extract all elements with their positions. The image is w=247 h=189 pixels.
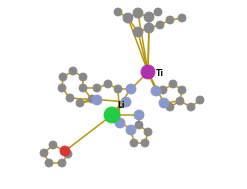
Circle shape — [121, 97, 131, 107]
Circle shape — [166, 103, 174, 111]
Circle shape — [141, 139, 149, 147]
Circle shape — [93, 84, 101, 92]
Circle shape — [126, 84, 136, 94]
Circle shape — [45, 159, 53, 167]
Text: Li: Li — [117, 101, 124, 109]
Circle shape — [159, 98, 169, 108]
Circle shape — [64, 150, 72, 158]
Circle shape — [126, 125, 136, 135]
Circle shape — [144, 128, 152, 136]
Circle shape — [60, 146, 70, 156]
Circle shape — [58, 84, 66, 92]
Circle shape — [115, 118, 125, 128]
Circle shape — [114, 8, 122, 16]
Circle shape — [69, 67, 77, 75]
Circle shape — [169, 80, 177, 88]
Circle shape — [178, 14, 186, 22]
Circle shape — [79, 84, 87, 92]
Circle shape — [133, 27, 143, 37]
Circle shape — [59, 73, 67, 81]
Circle shape — [134, 110, 144, 120]
Circle shape — [159, 86, 167, 94]
Circle shape — [104, 80, 112, 88]
Circle shape — [187, 103, 195, 111]
Circle shape — [154, 8, 162, 16]
Circle shape — [76, 99, 84, 107]
Circle shape — [151, 86, 161, 96]
Circle shape — [104, 107, 120, 123]
Circle shape — [196, 96, 204, 104]
Circle shape — [66, 94, 74, 102]
Circle shape — [141, 65, 155, 79]
Circle shape — [123, 13, 133, 23]
Circle shape — [130, 139, 138, 147]
Circle shape — [49, 141, 57, 149]
Circle shape — [133, 8, 143, 18]
Circle shape — [88, 95, 96, 103]
Circle shape — [144, 23, 154, 33]
Circle shape — [92, 95, 102, 105]
Circle shape — [176, 97, 184, 105]
Circle shape — [166, 16, 174, 24]
Text: Ti: Ti — [156, 68, 164, 77]
Circle shape — [135, 121, 143, 129]
Circle shape — [58, 159, 66, 167]
Circle shape — [156, 21, 164, 29]
Circle shape — [178, 86, 186, 94]
Circle shape — [40, 149, 48, 157]
Circle shape — [79, 73, 87, 81]
Circle shape — [114, 85, 122, 93]
Circle shape — [144, 12, 154, 22]
